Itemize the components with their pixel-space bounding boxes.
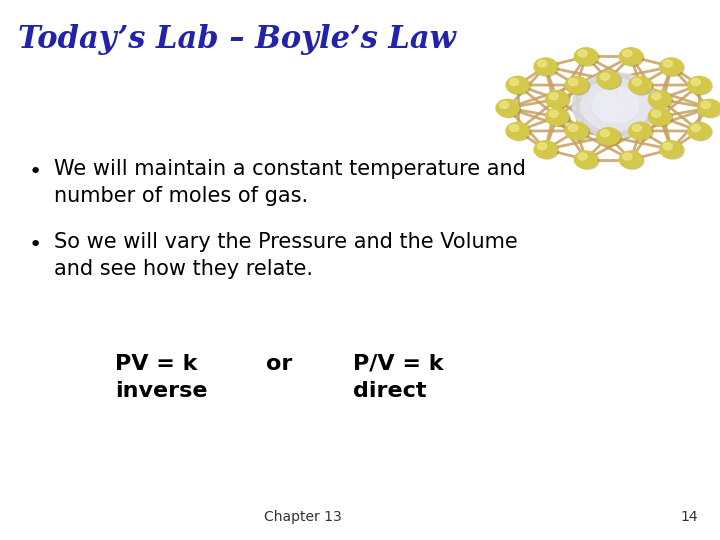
Circle shape: [569, 124, 578, 131]
Circle shape: [536, 142, 559, 159]
Circle shape: [593, 88, 639, 123]
Circle shape: [536, 59, 559, 76]
Text: 14: 14: [681, 510, 698, 524]
Circle shape: [688, 76, 711, 93]
Circle shape: [534, 141, 557, 158]
Circle shape: [689, 77, 712, 94]
Circle shape: [600, 130, 610, 137]
Circle shape: [500, 102, 509, 109]
Text: or: or: [266, 354, 293, 374]
Circle shape: [598, 72, 621, 89]
Text: Today’s Lab – Boyle’s Law: Today’s Lab – Boyle’s Law: [18, 24, 456, 55]
Text: •: •: [29, 235, 42, 255]
Text: Chapter 13: Chapter 13: [264, 510, 341, 524]
Circle shape: [661, 142, 684, 159]
Circle shape: [546, 108, 569, 125]
Circle shape: [623, 50, 632, 57]
Circle shape: [621, 49, 644, 66]
Text: and see how they relate.: and see how they relate.: [54, 259, 313, 279]
Circle shape: [630, 123, 653, 140]
Circle shape: [576, 152, 599, 170]
Circle shape: [508, 77, 531, 94]
Text: We will maintain a constant temperature and: We will maintain a constant temperature …: [54, 159, 526, 179]
Circle shape: [629, 122, 652, 139]
Circle shape: [630, 78, 653, 95]
Circle shape: [691, 78, 701, 85]
Circle shape: [572, 73, 659, 138]
Text: PV = k: PV = k: [115, 354, 197, 374]
Circle shape: [621, 152, 644, 170]
Circle shape: [549, 110, 558, 117]
Circle shape: [632, 79, 642, 85]
Circle shape: [569, 79, 578, 85]
Circle shape: [538, 60, 546, 67]
Circle shape: [581, 79, 650, 131]
Circle shape: [660, 141, 683, 158]
Circle shape: [648, 91, 671, 108]
Circle shape: [510, 78, 518, 85]
Circle shape: [652, 110, 661, 117]
Circle shape: [649, 109, 672, 126]
Circle shape: [619, 151, 642, 168]
Circle shape: [632, 124, 642, 131]
Circle shape: [600, 73, 610, 80]
Circle shape: [648, 108, 671, 125]
Circle shape: [549, 93, 558, 100]
Circle shape: [698, 99, 720, 117]
Circle shape: [565, 77, 588, 94]
Text: •: •: [29, 162, 42, 182]
Text: P/V = k: P/V = k: [353, 354, 444, 374]
Circle shape: [576, 49, 599, 66]
Circle shape: [661, 59, 684, 76]
Circle shape: [699, 100, 720, 118]
Text: number of moles of gas.: number of moles of gas.: [54, 186, 308, 206]
Circle shape: [506, 76, 529, 93]
Circle shape: [546, 91, 569, 108]
Circle shape: [547, 109, 570, 126]
Circle shape: [498, 100, 521, 118]
Circle shape: [688, 123, 711, 140]
Circle shape: [629, 77, 652, 94]
Circle shape: [597, 71, 620, 88]
Circle shape: [578, 153, 587, 160]
Circle shape: [649, 92, 672, 109]
Circle shape: [623, 153, 632, 160]
Circle shape: [547, 92, 570, 109]
Circle shape: [496, 99, 519, 117]
Circle shape: [598, 129, 621, 146]
Circle shape: [567, 78, 590, 95]
Circle shape: [508, 124, 531, 141]
Circle shape: [538, 143, 546, 150]
Circle shape: [597, 127, 620, 145]
Circle shape: [506, 123, 529, 140]
Text: inverse: inverse: [115, 381, 207, 401]
Circle shape: [701, 102, 711, 109]
Circle shape: [619, 48, 642, 65]
Circle shape: [567, 123, 590, 140]
Circle shape: [534, 58, 557, 75]
Text: So we will vary the Pressure and the Volume: So we will vary the Pressure and the Vol…: [54, 232, 518, 252]
Circle shape: [663, 143, 672, 150]
Circle shape: [689, 124, 712, 141]
Circle shape: [575, 151, 598, 168]
Text: direct: direct: [353, 381, 426, 401]
Circle shape: [575, 48, 598, 65]
Circle shape: [663, 60, 672, 67]
Circle shape: [652, 93, 661, 100]
Circle shape: [510, 125, 518, 131]
Circle shape: [691, 125, 701, 131]
Circle shape: [565, 122, 588, 139]
Circle shape: [578, 50, 587, 57]
Circle shape: [660, 58, 683, 75]
